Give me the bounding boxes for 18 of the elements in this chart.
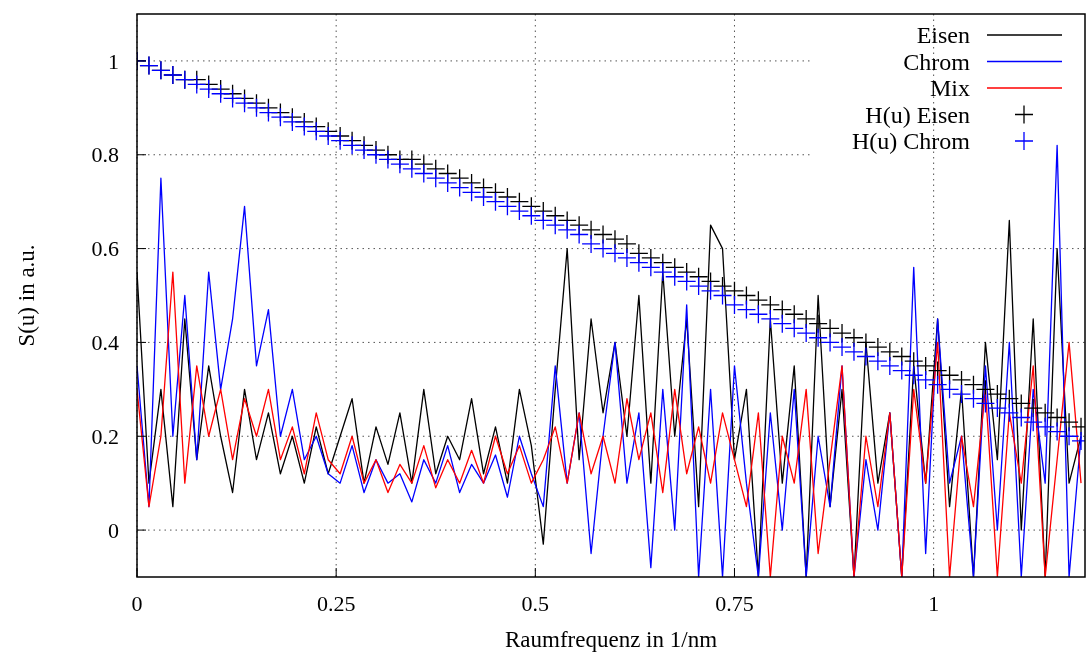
y-tick-label: 0.6 — [91, 236, 119, 262]
legend-label: Chrom — [903, 48, 971, 75]
legend-label: H(u) Chrom — [852, 128, 971, 155]
x-axis-title: Raumfrequenz in 1/nm — [504, 627, 718, 652]
y-tick-label: 0 — [108, 517, 119, 543]
x-tick-label: 0.75 — [715, 591, 754, 616]
legend-label: H(u) Eisen — [865, 101, 970, 128]
y-tick-label: 1 — [108, 48, 119, 74]
y-tick-label: 0.8 — [91, 142, 119, 168]
x-tick-label: 0.25 — [316, 591, 356, 616]
x-tick-label: 0.5 — [521, 591, 550, 616]
y-tick-label: 0.4 — [91, 330, 119, 356]
y-tick-label: 0.2 — [91, 423, 119, 449]
x-tick-label: 0 — [131, 591, 143, 616]
x-tick-label: 1 — [928, 591, 940, 616]
legend-label: Mix — [929, 75, 970, 102]
y-axis-title: S(u) in a.u. — [14, 244, 39, 347]
legend-label: Eisen — [916, 22, 970, 49]
